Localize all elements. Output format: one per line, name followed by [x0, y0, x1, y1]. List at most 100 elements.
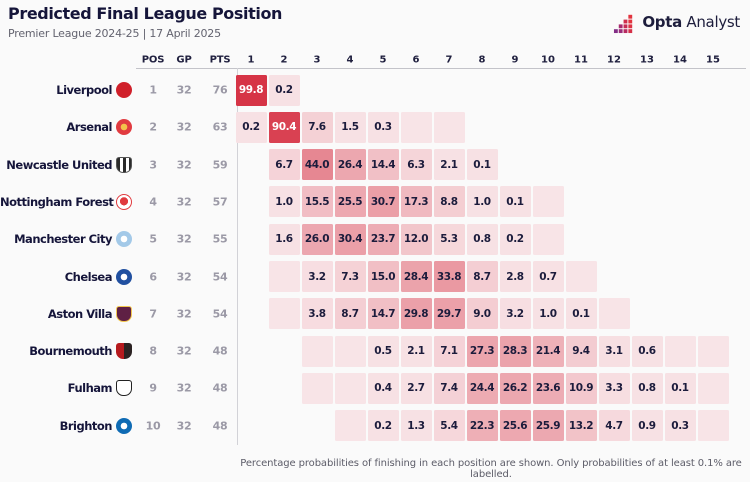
table-row: Newcastle United 3 32 59 6.7 44.0 26.4 14.4 6.3 2… [0, 146, 750, 184]
position-column-header: 12 [607, 54, 621, 66]
probability-cell: 5.3 [433, 223, 465, 255]
probability-cell: 0.3 [664, 410, 696, 442]
team-badge-icon [116, 119, 132, 136]
team-gp-value: 32 [176, 419, 192, 433]
table-row: Aston Villa 7 32 54 3.8 8.7 14.7 29.8 29.7 9.0 3.2… [0, 295, 750, 333]
probability-cell: 10.9 [565, 372, 597, 404]
probability-cell: 0.4 [367, 372, 399, 404]
vertical-divider-line [237, 68, 238, 445]
probability-cell: 44.0 [301, 149, 333, 181]
probability-cell: 0.7 [532, 261, 564, 292]
probability-cell: 25.5 [334, 186, 366, 218]
position-column-header: 6 [412, 54, 420, 66]
team-pos-value: 1 [149, 83, 157, 97]
probability-cell: 9.0 [466, 298, 498, 330]
probability-cell [697, 410, 729, 442]
probability-cell: 26.0 [301, 223, 333, 255]
team-badge-icon [116, 305, 132, 322]
probability-cell: 28.3 [499, 335, 531, 367]
team-pts-value: 54 [212, 270, 228, 283]
probability-cell: 0.3 [367, 111, 399, 143]
position-column-header: 15 [706, 54, 720, 66]
probability-cell [565, 261, 597, 292]
logo-word-analyst: Analyst [686, 13, 740, 31]
probability-cell: 0.2 [268, 74, 300, 106]
probability-cell [433, 111, 465, 143]
position-column-header: 1 [247, 54, 255, 66]
team-pts-value: 54 [212, 307, 228, 321]
team-pts-value: 48 [212, 381, 228, 395]
position-column-header: 13 [640, 54, 654, 66]
page-subtitle: Premier League 2024-25 | 17 April 2025 [8, 27, 221, 40]
team-pts-value: 55 [212, 232, 228, 246]
probability-cell [334, 335, 366, 367]
probability-cell: 23.6 [532, 372, 564, 404]
probability-cell: 4.7 [598, 410, 630, 442]
logo-word-opta: Opta [642, 13, 682, 31]
probability-cell: 12.0 [400, 223, 432, 255]
table-row: Bournemouth 8 32 48 0.5 2.1 7.1 27.3 28.3 21.4 9.4… [0, 332, 750, 370]
probability-cell: 3.8 [301, 298, 333, 330]
probability-cell: 25.6 [499, 410, 531, 442]
probability-cell [532, 223, 564, 255]
team-pos-value: 7 [149, 307, 157, 321]
probability-cell [400, 111, 432, 143]
team-pos-value: 9 [149, 381, 157, 395]
position-column-header: 7 [445, 54, 453, 66]
probability-cell: 1.0 [466, 186, 498, 218]
team-pos-value: 6 [149, 270, 157, 283]
probability-cell: 0.2 [499, 223, 531, 255]
opta-bars-icon [614, 14, 633, 34]
team-badge-icon [116, 417, 132, 434]
probability-cell [697, 335, 729, 367]
team-pos-value: 10 [145, 419, 161, 433]
team-gp-value: 32 [176, 232, 192, 246]
team-gp-value: 32 [176, 270, 192, 283]
team-name: Aston Villa [47, 306, 113, 321]
probability-cell: 2.8 [499, 261, 531, 292]
probability-cell: 29.7 [433, 298, 465, 330]
table-row: Liverpool 1 32 76 99.8 0.2 [0, 71, 750, 109]
probability-cell: 2.1 [400, 335, 432, 367]
team-pts-value: 76 [212, 83, 228, 97]
position-column-header: 5 [379, 54, 387, 66]
probability-cell: 9.4 [565, 335, 597, 367]
probability-cell: 0.8 [466, 223, 498, 255]
position-column-header: 11 [574, 54, 588, 66]
probability-cell: 0.2 [367, 410, 399, 442]
probability-cell: 0.9 [631, 410, 663, 442]
team-gp-value: 32 [176, 120, 192, 134]
probability-cell: 7.4 [433, 372, 465, 404]
probability-cell: 30.7 [367, 186, 399, 218]
probability-cell: 90.4 [268, 111, 300, 143]
probability-cell: 33.8 [433, 261, 465, 292]
probability-cell: 7.1 [433, 335, 465, 367]
probability-cell: 3.2 [301, 261, 333, 292]
header-divider-line [136, 68, 746, 69]
probability-cell [697, 372, 729, 404]
probability-cell [598, 298, 630, 330]
team-name: Fulham [67, 381, 113, 396]
probability-cell: 0.1 [664, 372, 696, 404]
position-column-header: 3 [313, 54, 321, 66]
probability-cell: 5.4 [433, 410, 465, 442]
team-pos-value: 8 [149, 344, 157, 358]
probability-cell: 7.3 [334, 261, 366, 292]
team-badge-icon [116, 193, 132, 210]
probability-cell: 99.8 [235, 74, 267, 106]
probability-cell: 14.7 [367, 298, 399, 330]
probability-cell: 14.4 [367, 149, 399, 181]
probability-cell: 8.8 [433, 186, 465, 218]
probability-cell [532, 186, 564, 218]
probability-cell [268, 261, 300, 292]
team-badge-icon [116, 380, 132, 397]
probability-cell: 27.3 [466, 335, 498, 367]
team-badge-icon [116, 156, 132, 173]
probability-cell: 7.6 [301, 111, 333, 143]
team-badge-icon [116, 82, 132, 98]
probability-cell: 0.1 [466, 149, 498, 181]
team-pts-value: 59 [212, 158, 228, 172]
team-name: Arsenal [66, 120, 112, 135]
probability-cell [334, 410, 366, 442]
team-pos-value: 3 [149, 158, 157, 172]
